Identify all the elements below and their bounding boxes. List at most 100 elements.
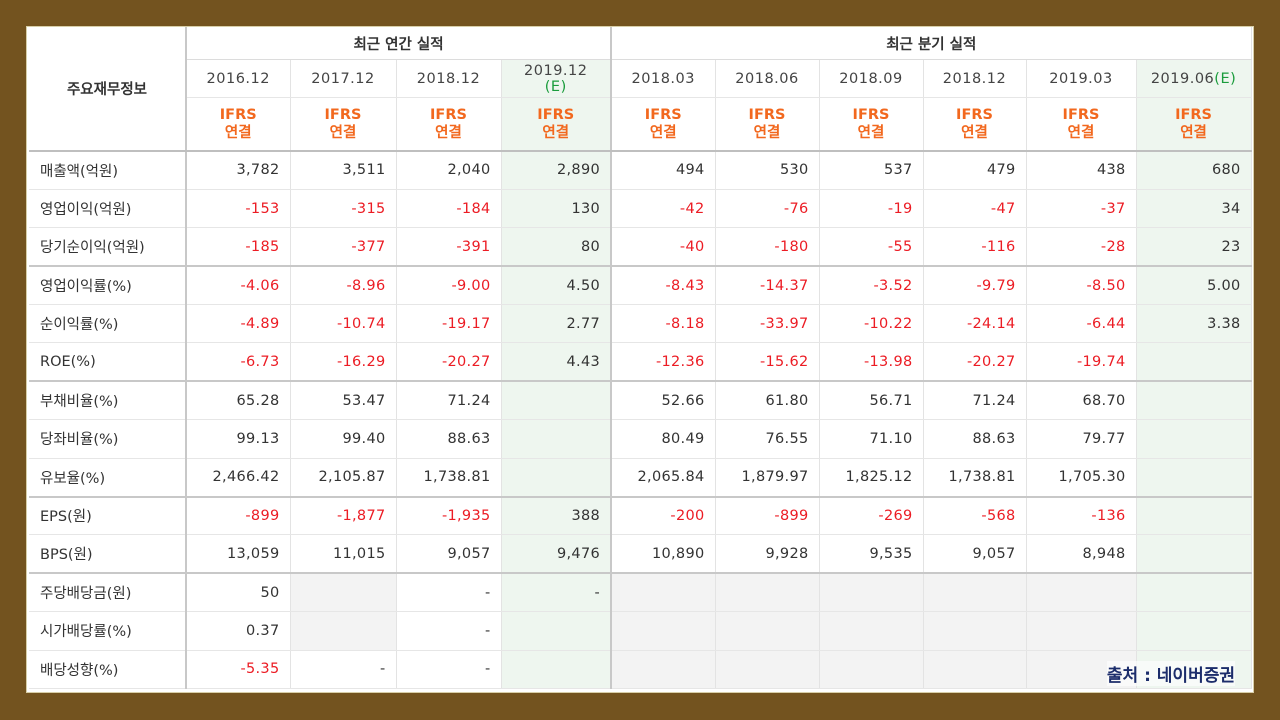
table-cell: -269 [819, 495, 924, 536]
table-cell [1026, 572, 1137, 613]
accounting-standard: IFRS [537, 107, 575, 123]
column-date-header: 2019.06(E) [1136, 59, 1252, 98]
table-cell: 438 [1026, 151, 1137, 190]
table-cell: -19.17 [396, 304, 502, 344]
table-cell: 52.66 [611, 380, 716, 421]
accounting-standard: IFRS [219, 107, 257, 123]
table-cell: 9,535 [819, 534, 924, 574]
table-cell: 3,782 [186, 151, 291, 190]
table-cell: 130 [501, 189, 613, 229]
table-cell: -391 [396, 227, 502, 267]
consolidation-type: 연결 [961, 125, 988, 141]
row-label: 당기순이익(억원) [29, 227, 187, 267]
table-cell: -4.89 [186, 304, 291, 344]
consolidation-type: 연결 [1067, 125, 1095, 141]
table-row: ROE(%) -6.73 -16.29 -20.27 4.43 -12.36 -15.62-… [29, 342, 1252, 382]
table-cell: -20.27 [396, 342, 502, 382]
table-row: BPS(원) 13,059 11,015 9,057 9,476 10,890 9,928 9… [29, 534, 1252, 574]
accounting-standard: IFRS [644, 107, 682, 123]
accounting-standard: IFRS [956, 107, 993, 123]
table-cell: 494 [611, 151, 716, 190]
table-cell: 8,948 [1026, 534, 1137, 574]
table-cell: -6.73 [186, 342, 291, 382]
table-cell: -10.22 [819, 304, 924, 344]
table-cell: 4.43 [501, 342, 613, 382]
table-title: 주요재무정보 [29, 27, 187, 152]
table-cell: 68.70 [1026, 380, 1137, 421]
accounting-standard: IFRS [1175, 107, 1212, 123]
table-cell: -13.98 [819, 342, 924, 382]
consolidation-type: 연결 [1180, 125, 1207, 141]
column-date: 2019.12 [524, 62, 588, 79]
table-header: 주요재무정보 최근 연간 실적 최근 분기 실적 2016.12 2017.12 2… [29, 27, 1252, 152]
row-label: 배당성향(%) [29, 650, 187, 689]
table-cell: -19.74 [1026, 342, 1137, 382]
table-cell: -116 [923, 227, 1027, 267]
table-cell: -8.96 [290, 265, 397, 306]
column-date-header: 2018.12 [923, 59, 1027, 98]
table-cell: - [501, 572, 613, 613]
row-label: 주당배당금(원) [29, 572, 187, 613]
table-cell [501, 650, 613, 689]
table-row: 배당성향(%) -5.35- - [29, 650, 1252, 689]
table-cell: -16.29 [290, 342, 397, 382]
row-label: 부채비율(%) [29, 380, 187, 421]
table-row: 유보율(%) 2,466.42 2,105.87 1,738.81 2,065.84 1,… [29, 458, 1252, 498]
table-row: 영업이익률(%) -4.06 -8.96 -9.00 4.50 -8.43 -14.37 -3… [29, 265, 1252, 306]
table-cell: 530 [715, 151, 820, 190]
table-cell: -568 [923, 495, 1027, 536]
table-cell [501, 458, 613, 498]
column-date: 2018.06 [735, 70, 799, 87]
table-row: 당기순이익(억원) -185 -377 -391 80 -40 -180 -55 -116 -28… [29, 227, 1252, 267]
table-cell [1136, 380, 1252, 421]
table-cell: -184 [396, 189, 502, 229]
column-date-header: 2019.03 [1026, 59, 1137, 98]
group-annual-header: 최근 연간 실적 [186, 27, 613, 60]
table-cell: 2,105.87 [290, 458, 397, 498]
row-label: 영업이익(억원) [29, 189, 187, 229]
column-accounting-header: IFRS 연결 [611, 97, 716, 152]
table-row: EPS(원) -899 -1,877 -1,935 388 -200 -899 -269 -56… [29, 495, 1252, 536]
table-cell: - [396, 611, 502, 651]
table-cell [923, 650, 1027, 689]
financial-summary-table: 주요재무정보 최근 연간 실적 최근 분기 실적 2016.12 2017.12 2… [29, 27, 1252, 689]
table-cell: 71.10 [819, 419, 924, 459]
table-row: 순이익률(%) -4.89 -10.74 -19.17 2.77 -8.18 -33.97-… [29, 304, 1252, 344]
table-cell [1026, 611, 1137, 651]
table-cell: 71.24 [396, 380, 502, 421]
table-cell: 34 [1136, 189, 1252, 229]
accounting-standard: IFRS [324, 107, 362, 123]
accounting-standard: IFRS [430, 107, 467, 123]
table-cell: 88.63 [396, 419, 502, 459]
table-cell [715, 611, 820, 651]
group-quarterly-header: 최근 분기 실적 [611, 27, 1252, 60]
table-cell: -136 [1026, 495, 1137, 536]
table-cell: -6.44 [1026, 304, 1137, 344]
table-cell [1136, 419, 1252, 459]
table-cell: -8.43 [611, 265, 716, 306]
table-row: 주당배당금(원) 50 - - [29, 572, 1252, 613]
financial-table-frame: 주요재무정보 최근 연간 실적 최근 분기 실적 2016.12 2017.12 2… [26, 26, 1254, 693]
table-cell: 479 [923, 151, 1027, 190]
table-cell [819, 650, 924, 689]
table-row: 당좌비율(%) 99.13 99.40 88.63 80.49 76.55 71.10 88.… [29, 419, 1252, 459]
column-accounting-header: IFRS 연결 [1136, 97, 1252, 152]
table-cell: -185 [186, 227, 291, 267]
table-cell [1136, 458, 1252, 498]
table-cell [1136, 495, 1252, 536]
table-cell: 1,825.12 [819, 458, 924, 498]
row-label: 매출액(억원) [29, 151, 187, 190]
column-date-header: 2018.09 [819, 59, 924, 98]
table-cell: 50 [186, 572, 291, 613]
table-cell: 2,040 [396, 151, 502, 190]
table-cell: -4.06 [186, 265, 291, 306]
column-accounting-header: IFRS 연결 [501, 97, 613, 152]
table-cell: 9,057 [923, 534, 1027, 574]
table-cell: 2,065.84 [611, 458, 716, 498]
table-cell [715, 572, 820, 613]
table-cell: -14.37 [715, 265, 820, 306]
table-cell: 9,476 [501, 534, 613, 574]
table-cell: -180 [715, 227, 820, 267]
table-cell: -10.74 [290, 304, 397, 344]
table-cell [819, 572, 924, 613]
